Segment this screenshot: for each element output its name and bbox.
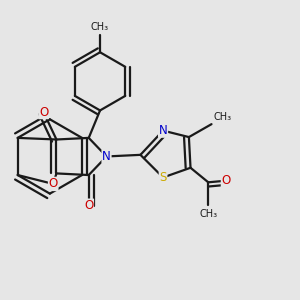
- Text: O: O: [39, 106, 48, 118]
- Text: N: N: [102, 150, 111, 163]
- Text: S: S: [159, 171, 167, 184]
- Text: N: N: [159, 124, 167, 137]
- Text: CH₃: CH₃: [199, 209, 217, 219]
- Text: O: O: [221, 174, 231, 187]
- Text: O: O: [84, 199, 93, 212]
- Text: O: O: [49, 177, 58, 190]
- Text: CH₃: CH₃: [91, 22, 109, 32]
- Text: CH₃: CH₃: [213, 112, 231, 122]
